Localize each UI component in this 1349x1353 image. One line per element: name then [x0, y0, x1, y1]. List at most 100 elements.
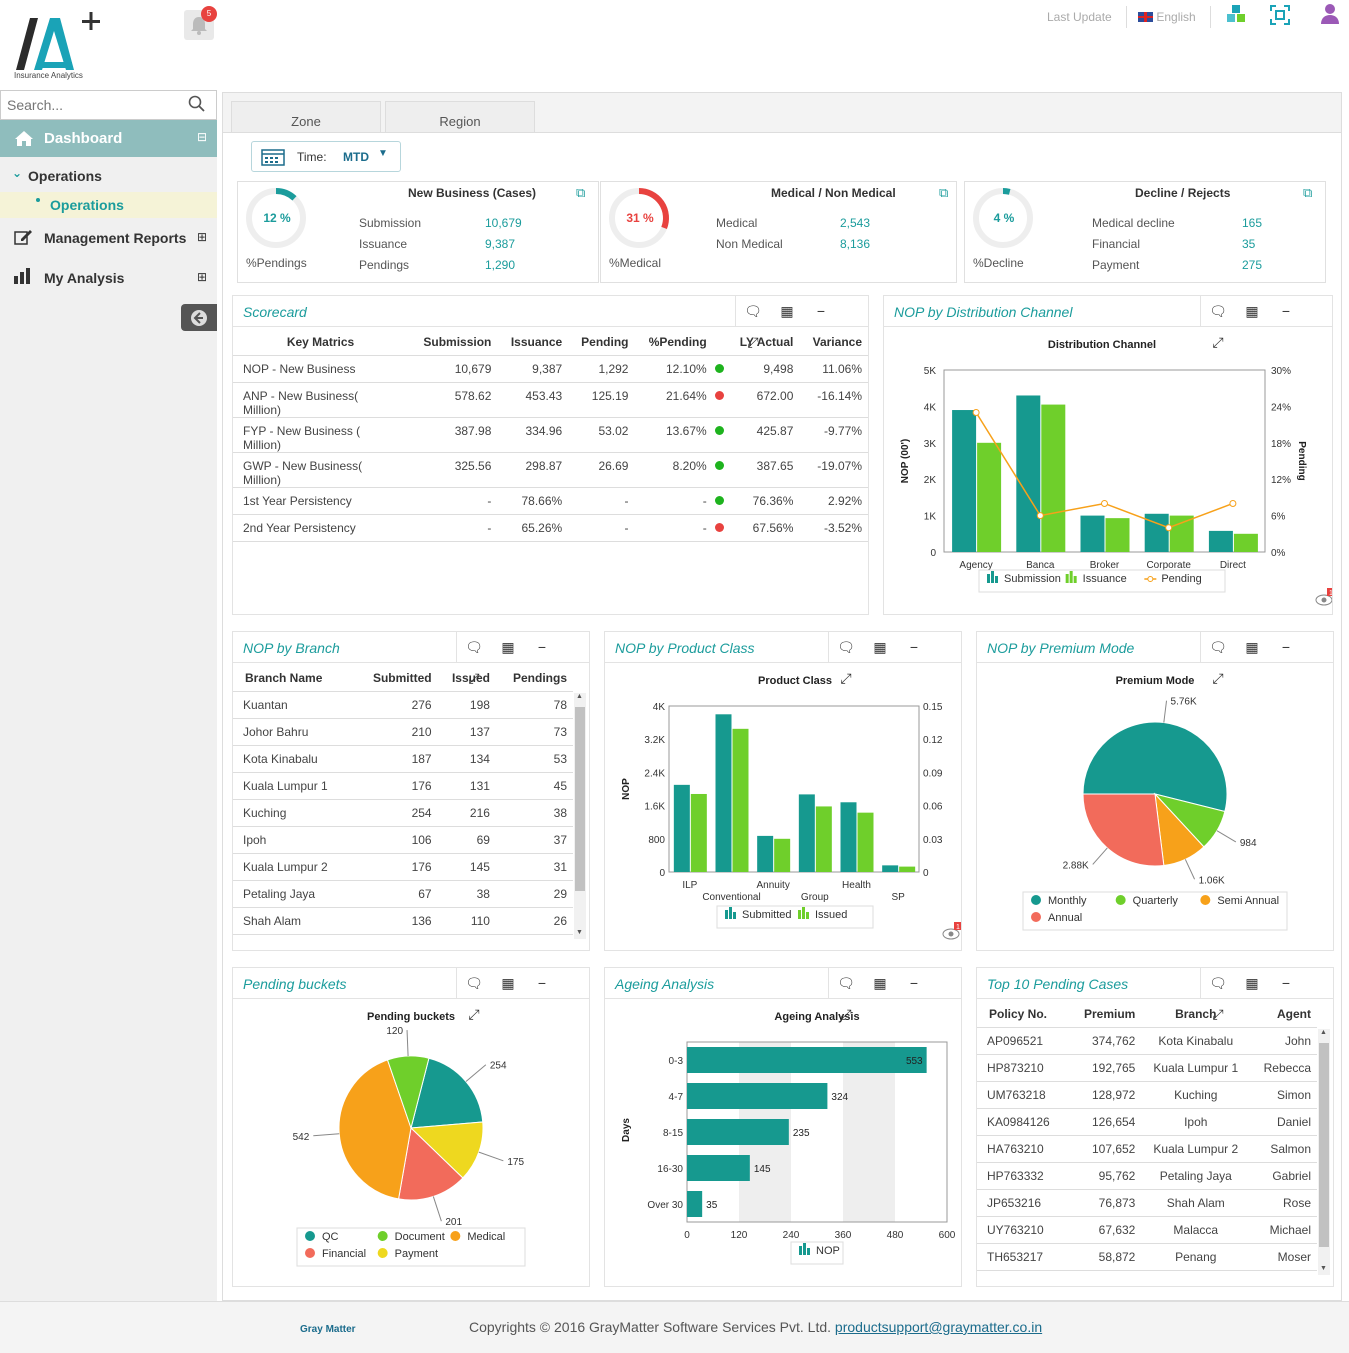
expand-icon[interactable]: ⤢ [1212, 334, 1224, 350]
scrollbar[interactable]: ▲ ▼ [1318, 1029, 1330, 1275]
sidebar-item-operations[interactable]: ⌄ Operations [0, 165, 217, 191]
grid-icon[interactable]: ▦ [873, 975, 887, 991]
table-row[interactable]: UY763210 67,632 Malacca Michael [977, 1216, 1317, 1244]
expand-icon[interactable]: ⤢ [468, 1006, 480, 1022]
table-row[interactable]: ANP - New Business( Million) 578.62 453.43… [233, 382, 868, 418]
copy-icon[interactable]: ⧉ [1303, 185, 1313, 200]
grid-icon[interactable]: ▦ [780, 303, 794, 319]
comment-icon[interactable]: 🗨 [465, 975, 483, 991]
table-row[interactable]: TH653217 58,872 Penang Moser [977, 1243, 1317, 1271]
scroll-down-icon[interactable]: ▼ [576, 929, 583, 936]
table-row[interactable]: HA763210 107,652 Kuala Lumpur 2 Salmon [977, 1135, 1317, 1163]
pie-data-label: 984 [1240, 838, 1257, 849]
comment-icon[interactable]: 🗨 [1209, 303, 1227, 319]
grid-icon[interactable]: ▦ [501, 975, 515, 991]
panel-tools: 🗨 ▦ −⤢ [456, 632, 589, 686]
premium-chart: Premium Mode 5.76K 984 1.06K 2.88K Monthly Qua… [1022, 675, 1288, 931]
table-row[interactable]: Ipoh 106 69 37 [233, 826, 573, 854]
minimize-icon[interactable]: − [1281, 975, 1291, 991]
minimize-icon[interactable]: − [909, 639, 919, 655]
expand-icon[interactable]: ⊞ [197, 270, 208, 284]
last-update-link[interactable]: Last Update [1047, 10, 1112, 24]
panel-tools: 🗨 ▦ − ⤢ [456, 968, 589, 1022]
comment-icon[interactable]: 🗨 [744, 303, 762, 319]
app-logo[interactable]: Insurance Analytics [12, 8, 112, 82]
cubes-icon[interactable] [1226, 4, 1248, 29]
grid-icon[interactable]: ▦ [501, 639, 515, 655]
search-icon[interactable] [188, 95, 206, 113]
sidebar-item-my-analysis[interactable]: My Analysis ⊞ [0, 268, 217, 294]
language-selector[interactable]: English [1138, 10, 1196, 24]
table-row[interactable]: NOP - New Business 10,679 9,387 1,292 12.10%… [233, 355, 868, 383]
copy-icon[interactable]: ⧉ [576, 185, 586, 200]
table-row[interactable]: 1st Year Persistency -78.66% - -76.36% 2.92% [233, 487, 868, 515]
table-cell: 12.10% [634, 355, 713, 383]
table-row[interactable]: JP653216 76,873 Shah Alam Rose [977, 1189, 1317, 1217]
table-row[interactable]: Shah Alam 136 110 26 [233, 907, 573, 935]
copy-icon[interactable]: ⧉ [939, 185, 949, 200]
table-row[interactable]: HP873210 192,765 Kuala Lumpur 1 Rebecca [977, 1054, 1317, 1082]
table-cell: -3.52% [799, 514, 868, 542]
grid-icon[interactable]: ▦ [1245, 303, 1259, 319]
table-row[interactable]: AP096521 374,762 Kota Kinabalu John [977, 1027, 1317, 1055]
table-row[interactable]: Kuantan 276 198 78 [233, 691, 573, 719]
sidebar-item-management-reports[interactable]: Management Reports ⊞ [0, 228, 217, 254]
table-row[interactable]: Kota Kinabalu 187 134 53 [233, 745, 573, 773]
minimize-icon[interactable]: − [537, 975, 547, 991]
table-cell: Kuala Lumpur 1 [1141, 1054, 1251, 1082]
sidebar-subitem-operations[interactable]: Operations [0, 192, 217, 218]
user-avatar-icon[interactable] [1320, 2, 1340, 29]
table-row[interactable]: Kuching 254 216 38 [233, 799, 573, 827]
support-email-link[interactable]: productsupport@graymatter.co.in [834, 1319, 1043, 1335]
expand-icon[interactable]: ⤢ [840, 670, 852, 686]
minimize-icon[interactable]: − [537, 639, 547, 655]
table-row[interactable]: FYP - New Business ( Million) 387.98 334.9… [233, 417, 868, 453]
comment-icon[interactable]: 🗨 [465, 639, 483, 655]
table-row[interactable]: UM763218 128,972 Kuching Simon [977, 1081, 1317, 1109]
time-filter[interactable]: Time: MTD ▼ [251, 141, 401, 172]
expand-icon[interactable]: ⤢ [840, 1006, 852, 1022]
table-row[interactable]: HP763332 95,762 Petaling Jaya Gabriel [977, 1162, 1317, 1190]
minimize-icon[interactable]: − [1281, 639, 1291, 655]
search-input[interactable] [1, 91, 181, 119]
table-row[interactable]: Petaling Jaya 67 38 29 [233, 880, 573, 908]
table-row[interactable]: KA0984126 126,654 Ipoh Daniel [977, 1108, 1317, 1136]
grid-icon[interactable]: ▦ [873, 639, 887, 655]
logo-caption: Insurance Analytics [14, 71, 83, 80]
kpi-label: Payment [1092, 258, 1140, 272]
minimize-icon[interactable]: − [1281, 303, 1291, 319]
kpi-gauge [246, 188, 306, 248]
collapse-sidebar-button[interactable] [181, 304, 217, 331]
notification-button[interactable]: 5 [184, 6, 217, 40]
comment-icon[interactable]: 🗨 [837, 639, 855, 655]
grid-icon[interactable]: ▦ [1245, 975, 1259, 991]
fullscreen-icon[interactable] [1269, 4, 1291, 29]
minimize-icon[interactable]: − [816, 303, 826, 319]
minimize-icon[interactable]: − [909, 975, 919, 991]
pie-slice-monthly [1082, 721, 1228, 813]
grid-icon[interactable]: ▦ [1245, 639, 1259, 655]
y-tick-label: 800 [648, 835, 665, 846]
table-row[interactable]: GWP - New Business( Million) 325.56 298.87… [233, 452, 868, 488]
scroll-up-icon[interactable]: ▲ [576, 693, 583, 700]
comment-icon[interactable]: 🗨 [1209, 639, 1227, 655]
table-row[interactable]: 2nd Year Persistency -65.26% - -67.56% -3.52… [233, 514, 868, 542]
status-dot-red [714, 522, 724, 532]
expand-icon[interactable]: ⤢ [1212, 670, 1224, 686]
table-row[interactable]: Johor Bahru 210 137 73 [233, 718, 573, 746]
sidebar-item-dashboard[interactable]: Dashboard ⊟ [0, 120, 217, 157]
scrollbar-thumb[interactable] [1319, 1043, 1329, 1247]
scroll-down-icon[interactable]: ▼ [1320, 1265, 1327, 1272]
scrollbar-thumb[interactable] [575, 707, 585, 891]
tab-zone[interactable]: Zone [231, 101, 381, 133]
comment-icon[interactable]: 🗨 [837, 975, 855, 991]
tab-region[interactable]: Region [385, 101, 535, 133]
expand-icon[interactable]: ⊞ [197, 230, 208, 244]
comment-icon[interactable]: 🗨 [1209, 975, 1227, 991]
scroll-up-icon[interactable]: ▲ [1320, 1029, 1327, 1036]
table-row[interactable]: Kuala Lumpur 1 176 131 45 [233, 772, 573, 800]
table-row[interactable]: Kuala Lumpur 2 176 145 31 [233, 853, 573, 881]
collapse-icon[interactable]: ⊟ [197, 130, 208, 144]
y-tick-label: 1.6K [644, 802, 665, 813]
scrollbar[interactable]: ▲ ▼ [574, 693, 586, 939]
